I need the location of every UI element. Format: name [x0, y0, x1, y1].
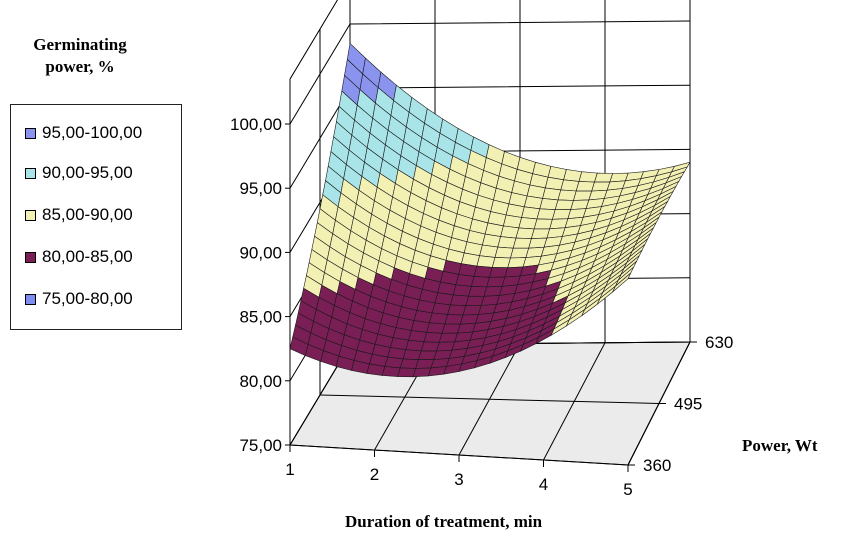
- legend-label: 95,00-100,00: [42, 123, 143, 142]
- surface-cell: [473, 265, 493, 278]
- x-tick-label: 2: [370, 465, 379, 484]
- surface-cell: [426, 322, 446, 334]
- legend-item: 80,00-85,00: [25, 247, 133, 267]
- surface-cell: [441, 323, 461, 334]
- surface-layer: [289, 42, 691, 378]
- wall-top-edge: [289, 0, 339, 80]
- surface-cell: [476, 255, 496, 268]
- x-axis-title: Duration of treatment, min: [345, 512, 543, 531]
- floor-edge: [627, 341, 691, 466]
- legend-label: 85,00-90,00: [42, 205, 133, 224]
- surface-cell: [417, 350, 438, 361]
- surface-cell: [518, 217, 538, 230]
- surface-cell: [381, 366, 401, 377]
- y-tick-label: 90,00: [239, 243, 282, 262]
- legend-item: 90,00-95,00: [25, 163, 133, 183]
- surface-cell: [429, 312, 448, 325]
- power-tick-label: 360: [643, 456, 671, 475]
- surface-cell: [515, 227, 535, 239]
- surface-cell: [423, 332, 443, 343]
- legend-item: 95,00-100,00: [25, 123, 142, 143]
- y-tick-label: 80,00: [239, 372, 282, 391]
- axis-layer: 75,00 80,00 85,00 90,00 95,00 100,00 1 2 3 4 5 360 4…: [230, 115, 733, 499]
- legend-swatch: [25, 127, 36, 139]
- legend: 95,00-100,00 90,00-95,00 85,00-90,00 80,…: [10, 104, 182, 330]
- x-tick-label: 3: [454, 470, 463, 489]
- surface-cell: [470, 276, 490, 288]
- surface-cell: [612, 272, 632, 293]
- surface-cell: [578, 171, 598, 183]
- surface-cell: [431, 302, 451, 315]
- legend-item: 75,00-80,00: [25, 289, 133, 309]
- floor-gridline: [319, 394, 660, 404]
- surface-cell: [420, 341, 440, 352]
- legend-swatch: [25, 251, 36, 263]
- surface-cell: [533, 218, 553, 230]
- surface-cell: [542, 187, 562, 201]
- surface-cell: [479, 244, 499, 258]
- y-tick-label: 95,00: [239, 179, 282, 198]
- surface-cell: [539, 198, 559, 211]
- surface-cell: [500, 225, 520, 239]
- surface-cell: [468, 286, 488, 297]
- x-tick-label: 5: [623, 480, 632, 499]
- surface-cell: [521, 206, 541, 220]
- surface-cell: [384, 356, 404, 369]
- legend-label: 80,00-85,00: [42, 247, 133, 266]
- surface-cell: [399, 358, 419, 369]
- surface-cell: [497, 236, 517, 249]
- surface-cell: [494, 246, 514, 259]
- surface-cell: [444, 314, 464, 325]
- power-tick-label: 630: [705, 333, 733, 352]
- legend-title: Germinating power, %: [33, 35, 127, 76]
- surface-cell: [397, 367, 417, 378]
- power-tick-label: 495: [674, 395, 702, 414]
- y-tick-label: 75,00: [239, 436, 282, 455]
- surface-cell: [575, 181, 595, 192]
- surface-cell: [405, 339, 425, 352]
- x-tick-label: 1: [285, 460, 294, 479]
- legend-label: 90,00-95,00: [42, 163, 133, 182]
- surface-cell: [491, 257, 511, 269]
- surface-cell: [455, 274, 475, 287]
- y-tick-label: 100,00: [230, 115, 282, 134]
- surface-cell: [554, 199, 574, 211]
- y-tick-label: 85,00: [239, 308, 282, 327]
- surface-cell: [450, 294, 469, 307]
- z-axis-title: Power, Wt: [742, 436, 818, 455]
- x-tick-label: 4: [539, 475, 548, 494]
- surface-cell: [512, 237, 532, 249]
- surface-cell: [452, 284, 472, 297]
- surface-cell: [402, 349, 422, 361]
- legend-item: 85,00-90,00: [25, 205, 133, 225]
- surface-cell: [536, 208, 556, 220]
- surface-cell: [563, 169, 583, 182]
- legend-label: 75,00-80,00: [42, 289, 133, 308]
- surface-cell: [560, 179, 580, 192]
- surface-cell: [447, 304, 467, 316]
- surface-cell: [557, 189, 577, 201]
- surface-cell: [408, 330, 428, 343]
- legend-swatch: [25, 209, 36, 221]
- legend-swatch: [25, 167, 36, 179]
- legend-swatch: [25, 293, 36, 305]
